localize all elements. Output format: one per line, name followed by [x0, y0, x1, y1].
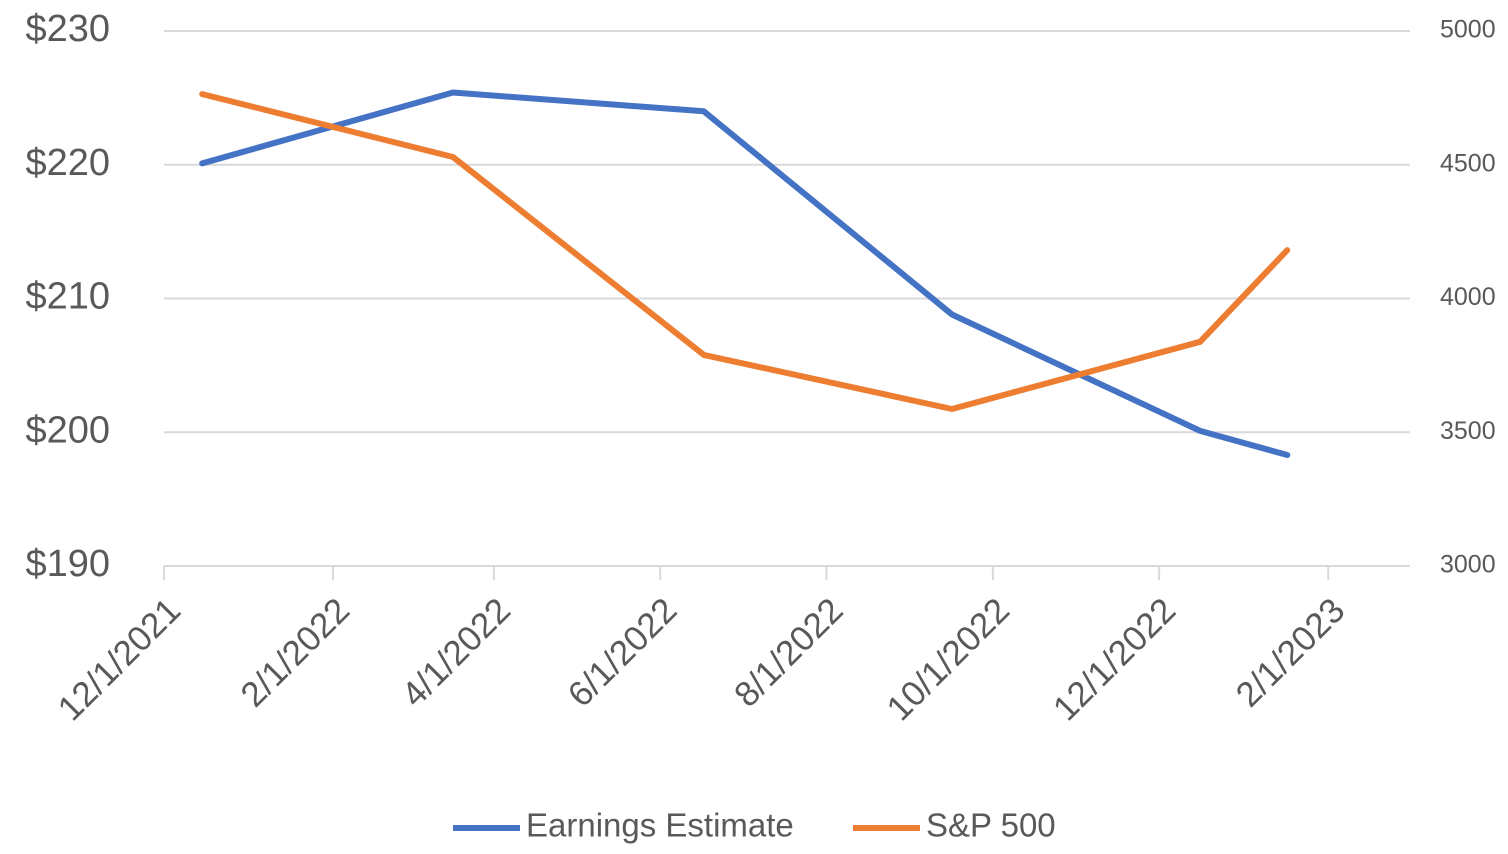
series-line: [199, 89, 1291, 458]
y2-tick-label: 4000: [1440, 283, 1496, 311]
x-tick-label: 12/1/2022: [1046, 591, 1184, 729]
y2-tick-label: 3000: [1440, 551, 1496, 579]
y2-tick-label: 3500: [1440, 417, 1496, 445]
y-tick-label: $220: [25, 142, 110, 184]
x-tick-label: 2/1/2023: [1228, 591, 1352, 715]
y2-tick-label: 5000: [1440, 16, 1496, 44]
y-tick-label: $190: [25, 543, 110, 585]
x-tick-label: 6/1/2022: [560, 591, 684, 715]
y-tick-label: $210: [25, 276, 110, 318]
x-tick-label: 2/1/2022: [233, 591, 357, 715]
series-line: [199, 91, 1291, 412]
legend-label: S&P 500: [926, 807, 1056, 844]
y2-tick-label: 4500: [1440, 149, 1496, 177]
x-tick-label: 8/1/2022: [727, 591, 851, 715]
x-tick-label: 10/1/2022: [879, 591, 1017, 729]
x-tick-label: 12/1/2021: [51, 591, 189, 729]
y-tick-label: $230: [25, 8, 110, 50]
x-tick-label: 4/1/2022: [394, 591, 518, 715]
y-tick-label: $200: [25, 409, 110, 451]
legend-label: Earnings Estimate: [526, 807, 794, 844]
